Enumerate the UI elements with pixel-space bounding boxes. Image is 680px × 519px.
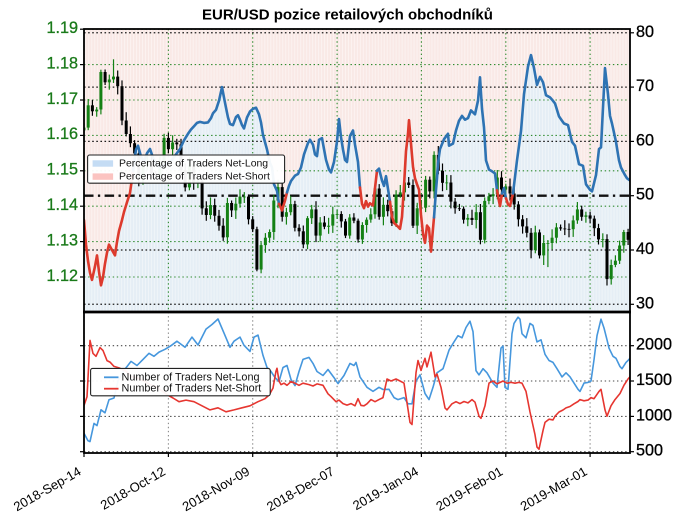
svg-text:60: 60 <box>636 131 654 149</box>
svg-text:2000: 2000 <box>636 336 672 354</box>
svg-text:EUR/USD pozice retailových obc: EUR/USD pozice retailových obchodníků <box>202 7 493 24</box>
svg-text:30: 30 <box>636 294 654 312</box>
svg-text:Percentage of Traders Net-Shor: Percentage of Traders Net-Short <box>119 172 270 183</box>
svg-text:Number of Traders Net-Long: Number of Traders Net-Long <box>122 371 260 383</box>
svg-text:1.15: 1.15 <box>46 161 78 179</box>
svg-text:1500: 1500 <box>636 371 672 389</box>
svg-text:1.13: 1.13 <box>46 231 78 249</box>
svg-text:1000: 1000 <box>636 406 672 424</box>
svg-text:70: 70 <box>636 77 654 95</box>
svg-text:1.16: 1.16 <box>46 125 78 143</box>
svg-text:1.12: 1.12 <box>46 267 78 285</box>
svg-text:500: 500 <box>636 442 663 460</box>
svg-text:80: 80 <box>636 23 654 41</box>
svg-text:Number of Traders Net-Short: Number of Traders Net-Short <box>122 383 262 395</box>
svg-text:1.19: 1.19 <box>46 19 78 37</box>
svg-text:1.18: 1.18 <box>46 54 78 72</box>
svg-text:Percentage of Traders Net-Long: Percentage of Traders Net-Long <box>119 159 268 170</box>
svg-text:40: 40 <box>636 240 654 258</box>
svg-text:1.14: 1.14 <box>46 196 78 214</box>
svg-text:1.17: 1.17 <box>46 90 78 108</box>
svg-text:50: 50 <box>636 186 654 204</box>
